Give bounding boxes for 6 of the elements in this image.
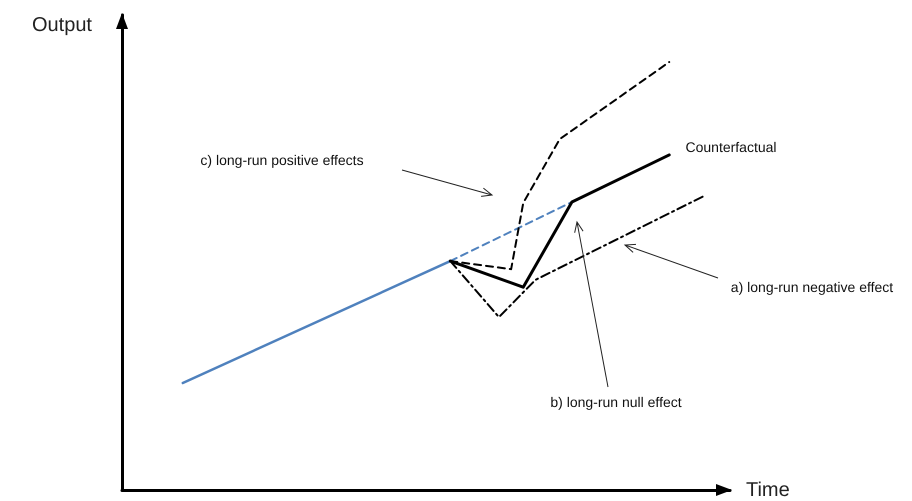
annotation: b) long-run null effect: [550, 394, 682, 410]
text: a) long-run negative effect: [730, 279, 894, 295]
x-axis-title: Time: [746, 479, 790, 501]
annotation: c) long-run positive effects: [200, 152, 364, 168]
annotation: Counterfactual: [685, 139, 777, 155]
y-axis-title: Output: [32, 14, 92, 36]
